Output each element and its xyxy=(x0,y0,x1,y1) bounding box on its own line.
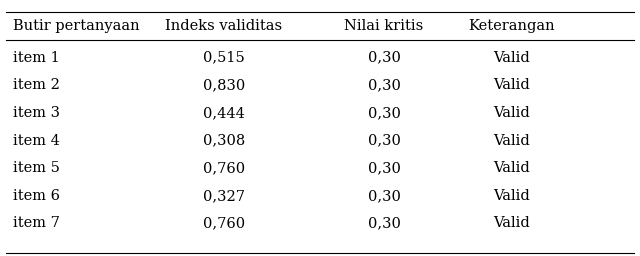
Text: Keterangan: Keterangan xyxy=(468,19,556,33)
Text: Nilai kritis: Nilai kritis xyxy=(344,19,424,33)
Text: 0,30: 0,30 xyxy=(367,189,401,203)
Text: 0,30: 0,30 xyxy=(367,134,401,147)
Text: item 4: item 4 xyxy=(13,134,60,147)
Text: 0,308: 0,308 xyxy=(203,134,245,147)
Text: 0,830: 0,830 xyxy=(203,78,245,92)
Text: Valid: Valid xyxy=(493,161,531,175)
Text: Valid: Valid xyxy=(493,189,531,203)
Text: 0,30: 0,30 xyxy=(367,106,401,120)
Text: 0,30: 0,30 xyxy=(367,78,401,92)
Text: 0,444: 0,444 xyxy=(203,106,245,120)
Text: Valid: Valid xyxy=(493,134,531,147)
Text: Valid: Valid xyxy=(493,51,531,65)
Text: Indeks validitas: Indeks validitas xyxy=(165,19,283,33)
Text: Valid: Valid xyxy=(493,217,531,230)
Text: item 2: item 2 xyxy=(13,78,60,92)
Text: item 7: item 7 xyxy=(13,217,60,230)
Text: 0,30: 0,30 xyxy=(367,217,401,230)
Text: 0,515: 0,515 xyxy=(203,51,245,65)
Text: Butir pertanyaan: Butir pertanyaan xyxy=(13,19,140,33)
Text: 0,760: 0,760 xyxy=(203,217,245,230)
Text: Valid: Valid xyxy=(493,78,531,92)
Text: 0,327: 0,327 xyxy=(203,189,245,203)
Text: Valid: Valid xyxy=(493,106,531,120)
Text: item 3: item 3 xyxy=(13,106,60,120)
Text: item 6: item 6 xyxy=(13,189,60,203)
Text: item 1: item 1 xyxy=(13,51,60,65)
Text: 0,30: 0,30 xyxy=(367,161,401,175)
Text: 0,760: 0,760 xyxy=(203,161,245,175)
Text: 0,30: 0,30 xyxy=(367,51,401,65)
Text: item 5: item 5 xyxy=(13,161,60,175)
